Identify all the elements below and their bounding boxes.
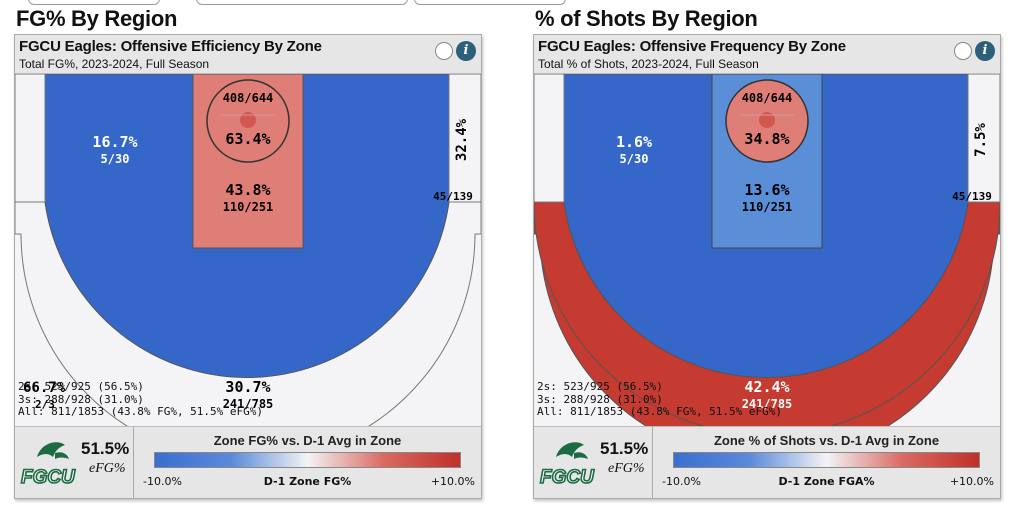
footer-divider [133,427,134,498]
summary-all: All: 811/1853 (43.8% FG%, 51.5% eFG%) [537,405,783,418]
corner-right-count-label: 45/139 [952,190,992,203]
toggle-circle-button[interactable] [435,42,453,60]
info-icon[interactable]: i [456,41,476,61]
midleft-pct-label: 16.7% [92,133,137,151]
midleft-count-label: 5/30 [101,152,130,166]
panel-header: FGCU Eagles: Offensive Frequency By Zone… [534,35,1000,74]
top-tab-3[interactable] [414,0,566,5]
shot-chart: 408/644 63.4% 43.8% 110/251 16.7% 5/30 3… [15,74,481,426]
summary-twos: 2s: 523/925 (56.5%) [18,380,144,393]
scale-min-label: -10.0% [143,475,182,488]
panel-header: FGCU Eagles: Offensive Efficiency By Zon… [15,35,481,74]
midleft-count-label: 5/30 [620,152,649,166]
panel-efficiency: FGCU Eagles: Offensive Efficiency By Zon… [14,34,482,499]
panel-frequency: FGCU Eagles: Offensive Frequency By Zone… [533,34,1001,499]
section-title-fg: FG% By Region [16,6,178,31]
logo-text: FGCU [540,467,595,488]
footer-divider [652,427,653,498]
top-tab-1[interactable] [28,0,160,5]
efg-label: eFG% [608,461,645,476]
panel-subtitle: Total % of Shots, 2023-2024, Full Season [538,57,759,71]
color-scale-bar [154,452,461,468]
summary-twos: 2s: 523/925 (56.5%) [537,380,663,393]
scale-mid-label: D-1 Zone FG% [263,475,352,488]
paint-pct-label: 43.8% [225,181,270,199]
zone-corner-left[interactable] [15,74,46,203]
rim-count-label: 408/644 [223,91,274,105]
rim-pct-label: 63.4% [225,130,270,148]
zone-corner-left[interactable] [534,74,565,203]
three-count-label: 241/785 [742,397,793,411]
paint-pct-label: 13.6% [744,181,789,199]
zone-corner-right[interactable] [967,74,1000,203]
logo-text: FGCU [21,467,76,488]
summary-threes: 3s: 288/928 (31.0%) [537,392,663,406]
summary-stats: 2s: 523/925 (56.5%) 3s: 288/928 (31.0%) … [537,380,783,419]
scale-title: Zone % of Shots vs. D-1 Avg in Zone [713,433,940,448]
corner-right-count-label: 45/139 [433,190,473,203]
rim-marker [759,112,775,128]
shot-chart: 408/644 34.8% 13.6% 110/251 1.6% 5/30 7.… [534,74,1000,426]
paint-count-label: 110/251 [742,200,793,214]
panel-title: FGCU Eagles: Offensive Efficiency By Zon… [19,38,322,55]
three-pct-label: 30.7% [225,378,270,396]
panel-subtitle: Total FG%, 2023-2024, Full Season [19,57,210,71]
paint-count-label: 110/251 [223,200,274,214]
legend-footer: FGCU 51.5% eFG% Zone FG% vs. D-1 Avg in … [15,426,481,498]
rim-pct-label: 34.8% [744,130,789,148]
corner-left-count-label: 2/3 [35,398,55,411]
summary-all: All: 811/1853 (43.8% FG%, 51.5% eFG%) [18,405,264,418]
efg-value: 51.5% [81,439,130,458]
midleft-pct-label: 1.6% [616,133,652,151]
corner-left-pct-label: 66.7% [23,380,66,396]
team-logo: FGCU [20,442,77,489]
color-scale-bar [673,452,980,468]
three-pct-label: 42.4% [744,378,789,396]
scale-min-label: -10.0% [662,475,701,488]
scale-max-label: +10.0% [949,475,994,488]
toggle-circle-button[interactable] [954,42,972,60]
three-count-label: 241/785 [223,397,274,411]
corner-right-pct-label: 7.5% [973,123,989,157]
summary-threes: 3s: 288/928 (31.0%) [18,392,144,406]
scale-title: Zone FG% vs. D-1 Avg in Zone [213,433,402,448]
section-title-shots: % of Shots By Region [535,6,758,31]
info-icon[interactable]: i [975,41,995,61]
panel-title: FGCU Eagles: Offensive Frequency By Zone [538,38,846,55]
rim-count-label: 408/644 [742,91,793,105]
zone-corner-right[interactable] [448,74,481,203]
corner-right-pct-label: 32.4% [454,118,470,161]
efg-value: 51.5% [600,439,649,458]
efg-label: eFG% [89,461,126,476]
legend-footer: FGCU 51.5% eFG% Zone % of Shots vs. D-1 … [534,426,1000,498]
scale-mid-label: D-1 Zone FGA% [778,475,875,488]
summary-stats: 2s: 523/925 (56.5%) 3s: 288/928 (31.0%) … [18,380,264,419]
rim-marker [240,112,256,128]
scale-max-label: +10.0% [430,475,475,488]
top-tab-2[interactable] [196,0,408,5]
team-logo: FGCU [539,442,596,489]
